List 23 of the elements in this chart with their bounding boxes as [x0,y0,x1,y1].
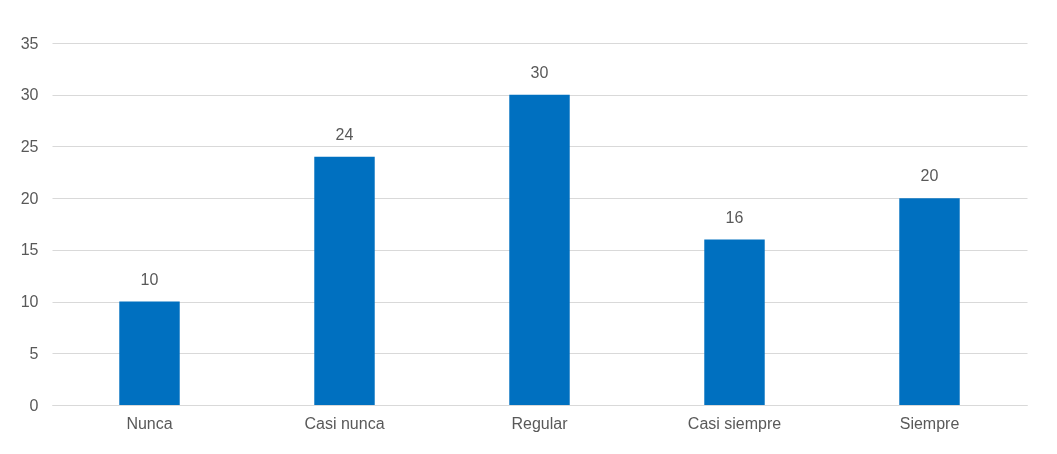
bar [314,156,375,405]
data-label: 10 [140,270,159,288]
bar [119,301,180,405]
x-tick-label: Casi siempre [687,414,782,432]
y-tick-label: 25 [20,137,39,155]
x-tick-label: Siempre [899,414,960,432]
x-tick-label: Casi nunca [304,414,385,432]
y-tick-label: 10 [20,293,39,311]
bar [509,94,570,405]
bar [899,198,960,405]
x-tick-label: Regular [511,414,569,432]
data-label: 16 [725,208,744,226]
y-tick-label: 5 [29,344,39,362]
y-tick-label: 35 [20,34,39,52]
x-tick-label: Nunca [126,414,173,432]
data-label: 30 [530,63,549,81]
data-label: 24 [335,125,354,143]
y-tick-label: 0 [29,396,39,414]
y-tick-label: 20 [20,189,39,207]
y-tick-label: 15 [20,241,39,259]
bar [704,239,765,405]
y-tick-label: 30 [20,86,39,104]
data-label: 20 [920,167,939,185]
